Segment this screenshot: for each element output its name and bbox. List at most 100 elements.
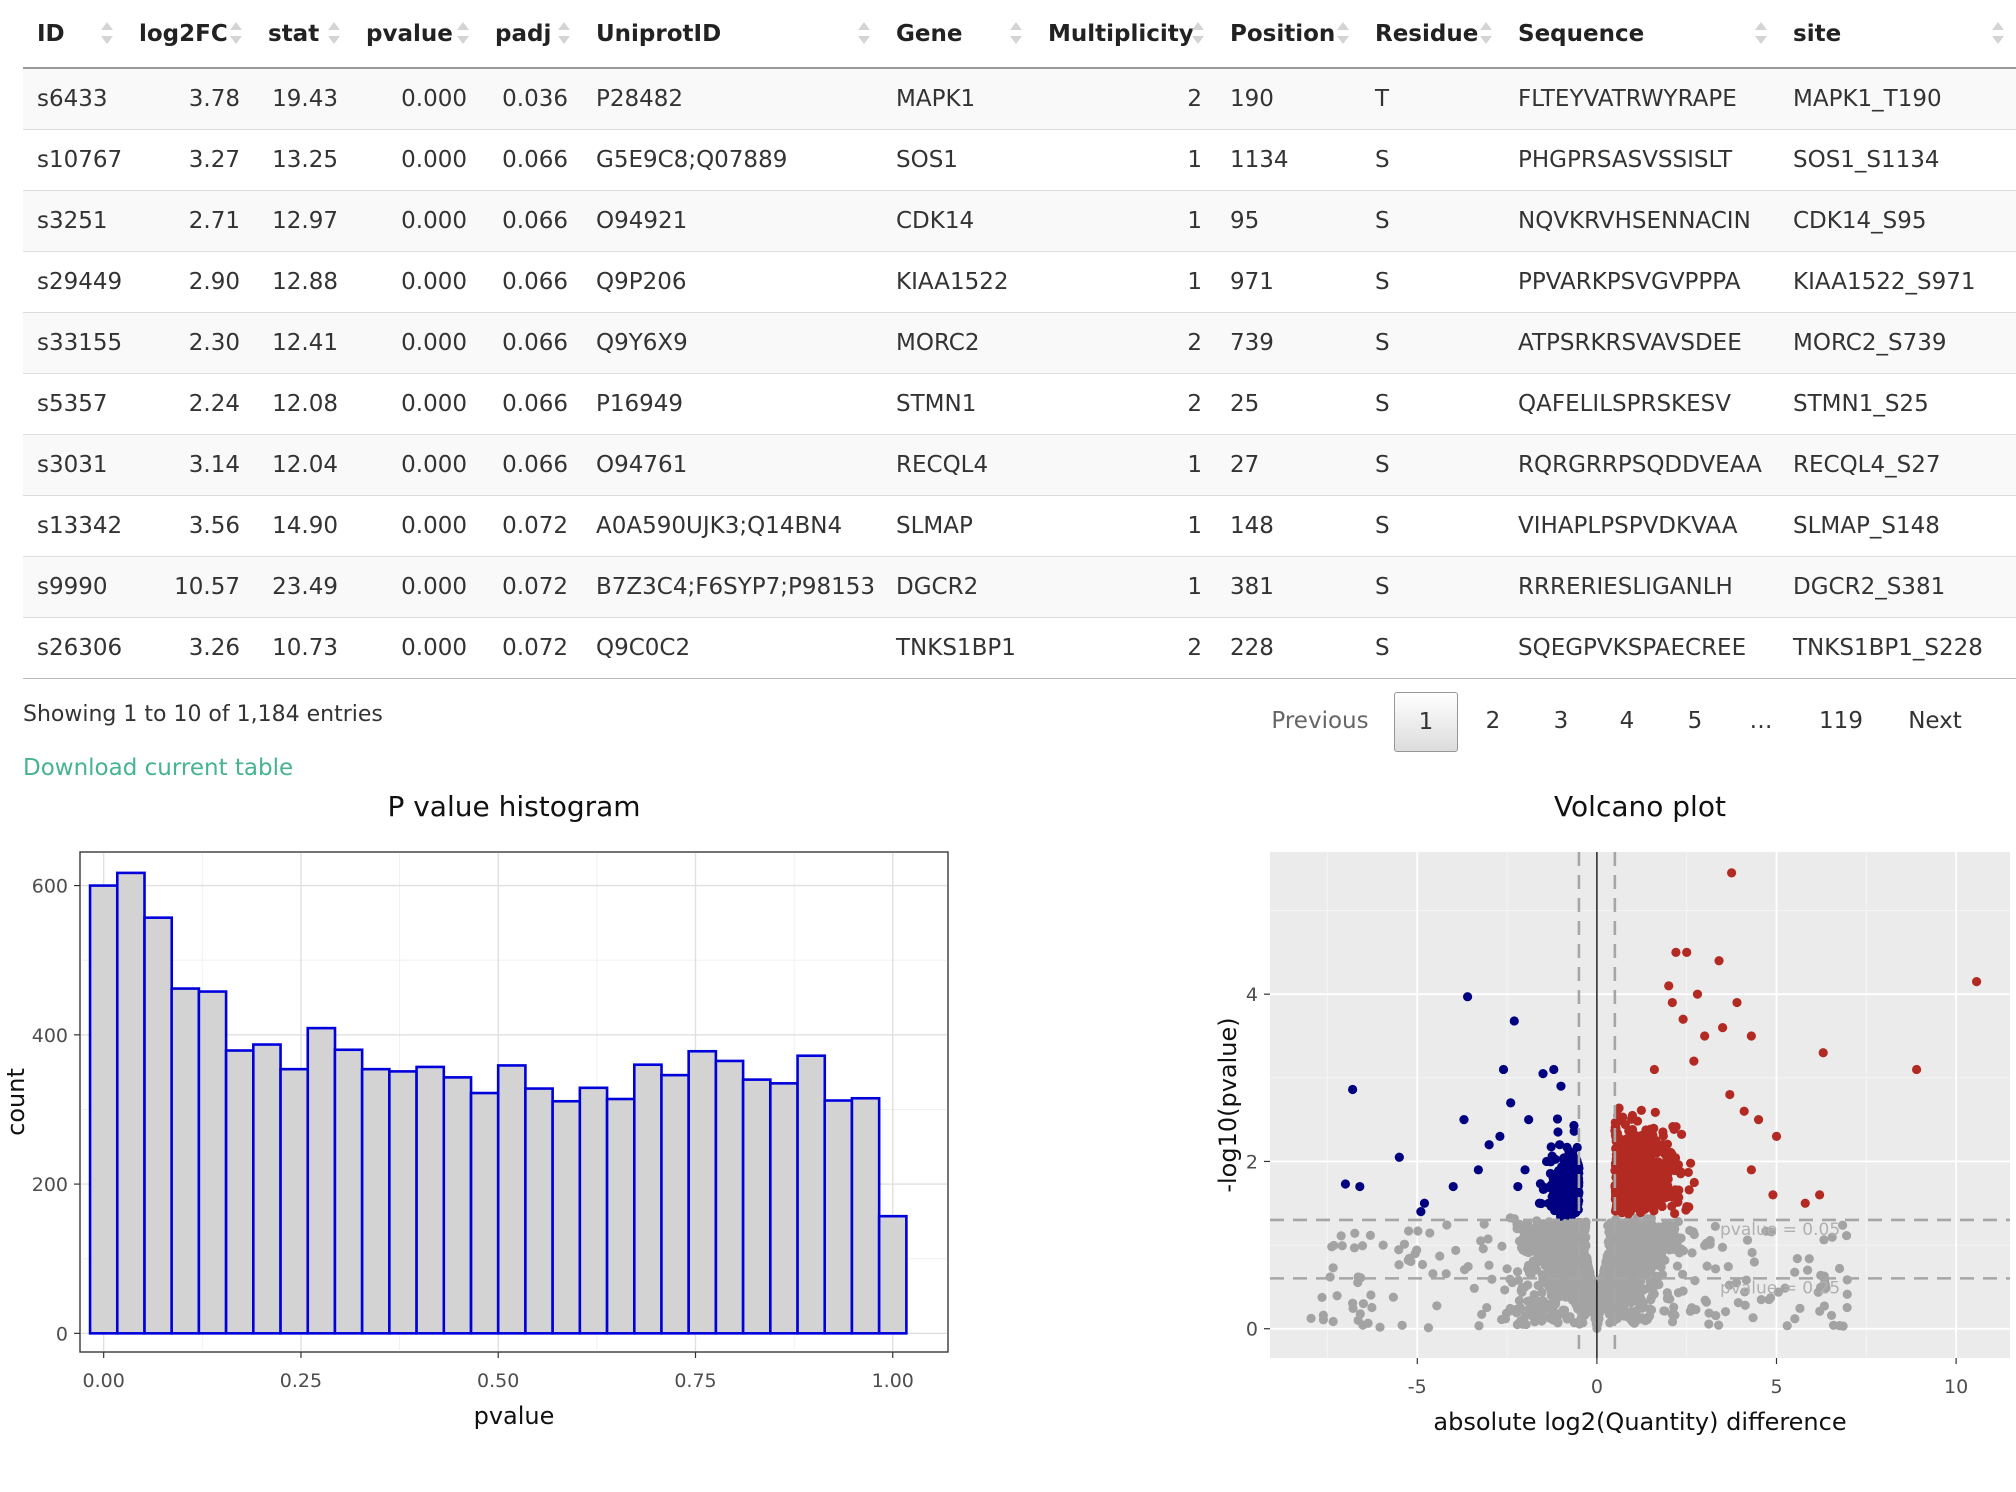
volcano-point — [1564, 1261, 1575, 1271]
volcano-point — [1669, 1302, 1679, 1312]
volcano-point — [1538, 1246, 1548, 1257]
volcano-point — [1733, 1298, 1743, 1308]
volcano-point — [1535, 1179, 1546, 1189]
volcano-point — [1636, 1105, 1646, 1115]
table-cell: 27 — [1216, 434, 1361, 496]
table-cell: s29449 — [23, 251, 125, 313]
pagination-previous[interactable]: Previous — [1271, 708, 1369, 734]
volcano-point — [1633, 1182, 1644, 1192]
table-cell: 1 — [1034, 129, 1216, 191]
volcano-point — [1657, 1270, 1668, 1280]
pagination-page-4[interactable]: 4 — [1619, 708, 1635, 734]
table-cell: 148 — [1216, 495, 1361, 557]
x-tick-label: 5 — [1770, 1376, 1782, 1398]
table-cell: 10.73 — [254, 617, 352, 679]
volcano-point — [1329, 1240, 1339, 1251]
volcano-point — [1670, 1153, 1681, 1163]
volcano-point — [1828, 1320, 1839, 1330]
volcano-point — [1662, 1293, 1672, 1304]
y-tick-label: 200 — [32, 1174, 68, 1196]
column-header-sequence[interactable]: Sequence — [1504, 0, 1779, 69]
volcano-point — [1579, 1231, 1589, 1241]
column-header-multiplicity[interactable]: Multiplicity — [1034, 0, 1216, 69]
volcano-point — [1655, 1249, 1665, 1259]
histogram-bar — [769, 1082, 799, 1335]
volcano-point — [1536, 1296, 1546, 1306]
histogram-bar — [415, 1065, 446, 1335]
histogram-title: P value histogram — [387, 790, 641, 823]
volcano-point — [1700, 1031, 1710, 1041]
histogram-border — [79, 851, 949, 1353]
volcano-point — [1748, 1313, 1758, 1323]
volcano-point — [1658, 1140, 1668, 1150]
pagination-page-3[interactable]: 3 — [1553, 708, 1569, 734]
volcano-point — [1318, 1315, 1329, 1325]
volcano-point — [1564, 1284, 1574, 1294]
table-cell: 0.066 — [481, 434, 582, 496]
volcano-point — [1562, 1191, 1572, 1201]
volcano-point — [1827, 1232, 1837, 1242]
download-table-link[interactable]: Download current table — [23, 755, 294, 781]
table-cell: 3.27 — [125, 129, 254, 191]
volcano-point — [1710, 1221, 1720, 1232]
volcano-point — [1742, 1235, 1753, 1245]
pagination-page-2[interactable]: 2 — [1485, 708, 1501, 734]
volcano-point — [1397, 1320, 1407, 1330]
volcano-point — [1673, 1288, 1684, 1298]
column-header-log2fc[interactable]: log2FC — [125, 0, 254, 69]
pagination-page-5[interactable]: 5 — [1687, 708, 1703, 734]
table-cell: 0.066 — [481, 312, 582, 374]
histogram-bar — [877, 1214, 908, 1335]
table-cell: 12.88 — [254, 251, 352, 313]
volcano-point — [1349, 1243, 1360, 1253]
table-cell: S — [1361, 373, 1504, 435]
pagination-page-1[interactable]: 1 — [1394, 692, 1458, 752]
table-cell: MAPK1 — [882, 67, 1034, 130]
volcano-point — [1473, 1165, 1483, 1175]
table-cell: VIHAPLPSPVDKVAA — [1504, 495, 1779, 557]
column-header-gene[interactable]: Gene — [882, 0, 1034, 69]
table-cell: s5357 — [23, 373, 125, 435]
volcano-point — [1495, 1131, 1505, 1141]
histogram-bar — [279, 1067, 310, 1335]
histogram-bar — [333, 1048, 364, 1335]
table-cell: 0.000 — [352, 190, 481, 252]
table-cell: 3.78 — [125, 67, 254, 130]
table-cell: 12.04 — [254, 434, 352, 496]
volcano-point — [1545, 1313, 1555, 1323]
column-header-stat[interactable]: stat — [254, 0, 352, 69]
pagination-next[interactable]: Next — [1908, 708, 1962, 734]
table-cell: 1 — [1034, 434, 1216, 496]
column-header-padj[interactable]: padj — [481, 0, 582, 69]
volcano-point — [1612, 1117, 1622, 1127]
column-header-uniprotid[interactable]: UniprotID — [582, 0, 882, 69]
volcano-point — [1585, 1283, 1595, 1294]
table-cell: P16949 — [582, 373, 882, 435]
volcano-point — [1627, 1114, 1637, 1124]
volcano-point — [1505, 1303, 1515, 1314]
histogram-bar — [496, 1064, 527, 1335]
table-cell: 2 — [1034, 373, 1216, 435]
volcano-point — [1912, 1064, 1922, 1075]
table-cell: 12.97 — [254, 190, 352, 252]
pagination-page-119[interactable]: 119 — [1819, 708, 1863, 734]
column-header-position[interactable]: Position — [1216, 0, 1361, 69]
volcano-point — [1593, 1312, 1603, 1322]
volcano-point — [1404, 1253, 1414, 1263]
table-cell: 0.000 — [352, 373, 481, 435]
column-header-residue[interactable]: Residue — [1361, 0, 1504, 69]
column-header-id[interactable]: ID — [23, 0, 125, 69]
volcano-point — [1649, 1064, 1659, 1075]
table-cell: B7Z3C4;F6SYP7;P98153 — [582, 556, 882, 618]
volcano-point — [1557, 1255, 1567, 1266]
volcano-plot: pvalue = 0.05 pvalue = 0.25 -5 0 5 10 0 2 4 absol… — [1214, 852, 2010, 1436]
column-header-site[interactable]: site — [1779, 0, 2016, 69]
table-cell: 1134 — [1216, 129, 1361, 191]
volcano-point — [1664, 981, 1674, 991]
table-cell: CDK14_S95 — [1779, 190, 2016, 252]
volcano-point — [1484, 1260, 1494, 1270]
volcano-point — [1413, 1226, 1423, 1236]
volcano-point — [1478, 1244, 1488, 1254]
column-header-pvalue[interactable]: pvalue — [352, 0, 481, 69]
volcano-point — [1337, 1241, 1347, 1251]
